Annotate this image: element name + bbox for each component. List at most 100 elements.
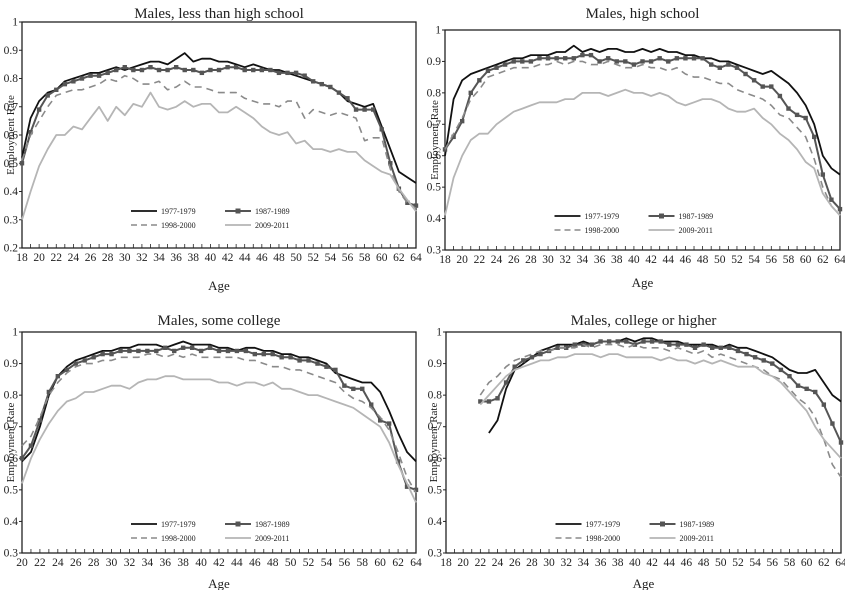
legend-marker — [235, 208, 241, 214]
x-tick-label: 24 — [52, 557, 64, 569]
series-point — [837, 206, 843, 212]
x-tick-label: 30 — [106, 557, 118, 569]
series-point — [328, 84, 333, 90]
series-line-1977-1979 — [488, 337, 842, 434]
series-point — [787, 374, 792, 379]
chart-panel-some-college: Males, some college 0.3 0.4 0.5 0.6 0.7 0.8 0.9… — [4, 313, 422, 590]
series-point — [820, 172, 826, 177]
series-point — [109, 351, 114, 357]
series-point — [377, 418, 383, 423]
series-point — [342, 383, 347, 388]
series-point — [270, 351, 275, 357]
series-line-2009-2011 — [21, 91, 417, 221]
y-tick-label: 0.7 — [427, 119, 442, 131]
series-point — [172, 348, 177, 354]
series-point — [127, 348, 132, 354]
x-tick-label: 26 — [85, 252, 97, 264]
series-point — [242, 67, 247, 73]
series-point — [216, 348, 222, 354]
series-point — [268, 67, 273, 73]
series-point — [691, 56, 697, 61]
x-tick-label: 60 — [800, 254, 812, 266]
series-point — [333, 367, 338, 373]
y-tick-label: 0.7 — [4, 421, 19, 433]
x-tick-label: 42 — [645, 254, 657, 266]
series-point — [79, 76, 85, 81]
series-point — [207, 345, 213, 350]
legend-marker — [235, 521, 241, 527]
series-point — [46, 389, 52, 395]
legend-label: 1998-2000 — [161, 534, 196, 543]
series-point — [486, 399, 492, 404]
series-point — [752, 355, 758, 360]
x-tick-label: 52 — [303, 557, 315, 569]
series-point — [259, 67, 265, 73]
series-point — [293, 70, 299, 76]
x-tick-label: 20 — [16, 557, 28, 569]
series-point — [770, 361, 775, 366]
x-tick-label: 40 — [629, 557, 641, 569]
x-tick-label: 22 — [51, 252, 63, 264]
series-point — [395, 459, 401, 464]
series-point — [684, 342, 689, 347]
series-point — [279, 355, 284, 360]
series-point — [306, 358, 311, 363]
series-point — [165, 67, 170, 73]
series-point — [751, 78, 757, 83]
series-point — [351, 386, 356, 392]
chart-title: Males, less than high school — [134, 6, 304, 22]
y-tick-label: 0.2 — [4, 243, 19, 255]
x-tick-label: 26 — [70, 557, 82, 569]
series-line-1998-2000 — [444, 60, 841, 216]
y-tick-label: 0.5 — [4, 484, 19, 496]
x-tick-label: 20 — [33, 252, 45, 264]
x-tick-label: 60 — [376, 252, 388, 264]
series-point — [821, 402, 827, 407]
x-tick-label: 48 — [273, 252, 285, 264]
x-tick-label: 40 — [628, 254, 640, 266]
x-tick-label: 32 — [136, 252, 148, 264]
x-tick-label: 48 — [698, 557, 710, 569]
x-tick-label: 28 — [102, 252, 114, 264]
series-point — [726, 62, 731, 67]
series-point — [529, 355, 535, 360]
series-point — [641, 339, 646, 344]
legend-label: 1977-1979 — [585, 212, 620, 221]
x-tick-label: 46 — [681, 557, 693, 569]
series-point — [55, 374, 61, 379]
y-axis-label: Employment Rate — [5, 95, 17, 175]
series-point — [91, 355, 96, 360]
series-point — [545, 56, 551, 61]
chart-title: Males, high school — [586, 6, 700, 22]
x-tick-label: 62 — [392, 557, 404, 569]
series-point — [180, 345, 186, 350]
legend-label: 1987-1989 — [255, 207, 290, 216]
x-tick-label: 40 — [205, 252, 217, 264]
series-point — [538, 351, 543, 357]
series-point — [623, 59, 628, 64]
x-tick-label: 38 — [612, 557, 624, 569]
x-tick-label: 56 — [342, 252, 354, 264]
series-point — [73, 361, 78, 366]
x-tick-label: 28 — [526, 557, 538, 569]
series-point — [451, 134, 456, 140]
series-line-2009-2011 — [479, 353, 842, 459]
series-point — [554, 56, 559, 61]
x-tick-label: 32 — [124, 557, 136, 569]
legend-label: 2009-2011 — [680, 534, 714, 543]
series-point — [353, 107, 359, 112]
x-tick-label: 36 — [170, 252, 182, 264]
series-point — [319, 81, 324, 87]
x-tick-label: 52 — [731, 254, 743, 266]
chart-title: Males, college or higher — [571, 313, 717, 329]
x-tick-label: 26 — [509, 557, 521, 569]
legend-label: 1987-1989 — [679, 212, 714, 221]
series-point — [28, 443, 34, 448]
series-point — [198, 348, 204, 354]
series-line-1998-2000 — [479, 343, 842, 478]
series-point — [388, 161, 393, 166]
series-point — [727, 345, 732, 350]
y-axis-label: Employment Rate — [428, 403, 440, 483]
x-tick-label: 56 — [767, 557, 779, 569]
x-tick-label: 64 — [410, 557, 422, 569]
